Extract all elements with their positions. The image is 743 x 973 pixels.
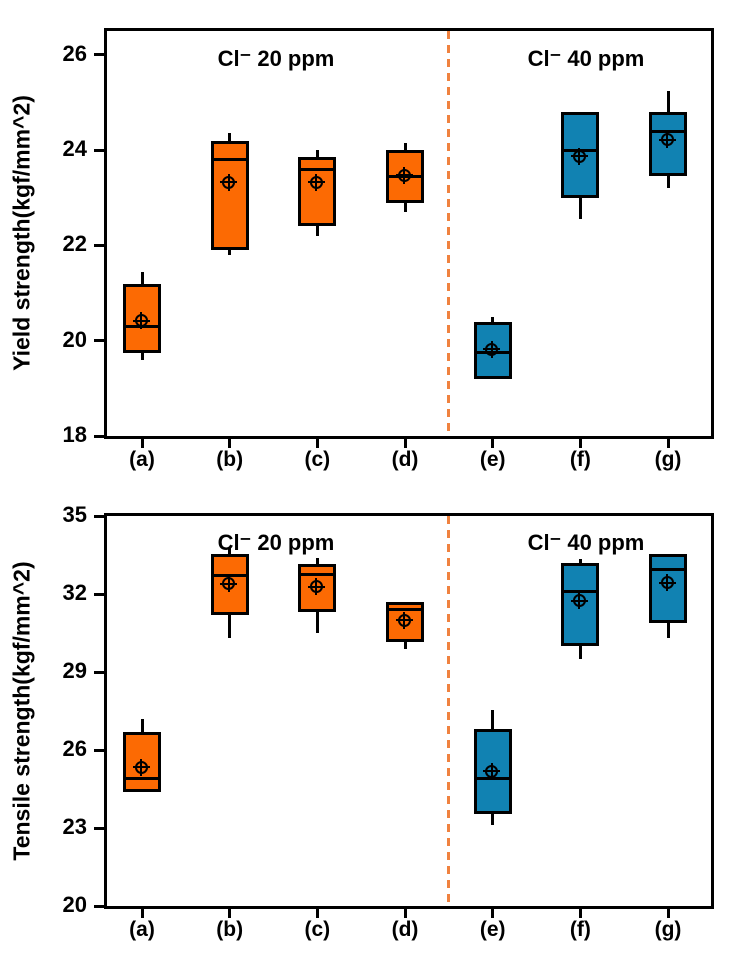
annotation-cl20-tensile: Cl⁻ 20 ppm — [217, 530, 335, 555]
mean-marker — [570, 592, 588, 610]
x-tick-mark — [491, 439, 495, 448]
y-tick-label: 18 — [62, 421, 87, 447]
mean-marker — [395, 166, 413, 184]
mean-marker — [658, 574, 676, 592]
box-f — [561, 562, 600, 646]
y-tick-mark — [94, 748, 104, 752]
x-tick-mark — [403, 909, 407, 918]
y-tick-label: 26 — [62, 40, 87, 66]
x-tick-label: (b) — [216, 918, 244, 941]
y-tick-mark — [94, 53, 104, 57]
x-tick-mark — [228, 439, 232, 448]
y-tick-mark — [94, 592, 104, 596]
x-tick-label: (g) — [654, 448, 682, 471]
x-tick-label: (d) — [391, 918, 419, 941]
x-tick-label: (a) — [129, 448, 155, 471]
x-tick-label: (e) — [479, 448, 506, 471]
x-tick-mark — [578, 909, 582, 918]
y-tick-mark — [94, 243, 104, 247]
mean-marker — [132, 758, 150, 776]
x-tick-label: (f) — [569, 448, 591, 471]
y-tick-label: 20 — [62, 891, 87, 917]
x-tick-mark — [666, 909, 670, 918]
group-separator-line — [447, 516, 451, 906]
y-tick-label: 26 — [62, 735, 87, 761]
median-line — [473, 777, 512, 781]
median-line — [298, 167, 337, 171]
y-tick-label: 20 — [62, 326, 87, 352]
median-line — [386, 608, 424, 612]
y-tick-mark — [94, 148, 104, 152]
mean-marker — [483, 340, 501, 358]
x-tick-label: (d) — [391, 448, 419, 471]
mean-marker — [220, 575, 238, 593]
annotation-cl20-yield: Cl⁻ 20 ppm — [217, 46, 335, 71]
box-g — [649, 553, 687, 623]
median-line — [298, 573, 337, 576]
y-tick-mark — [94, 826, 104, 830]
mean-marker — [570, 147, 588, 165]
box-b — [210, 140, 249, 251]
y-tick-label: 23 — [62, 813, 87, 839]
mean-marker — [220, 173, 238, 191]
x-tick-label: (e) — [479, 918, 506, 941]
tensile-plot-area — [104, 513, 714, 909]
median-line — [561, 589, 600, 593]
y-tick-mark — [94, 670, 104, 674]
x-tick-label: (b) — [216, 448, 244, 471]
median-line — [210, 574, 249, 578]
median-line — [123, 777, 161, 781]
y-tick-label: 35 — [62, 501, 87, 527]
median-line — [649, 567, 687, 571]
x-tick-label: (f) — [569, 918, 591, 941]
y-tick-mark — [94, 434, 104, 438]
annotation-cl40-yield: Cl⁻ 40 ppm — [527, 46, 645, 71]
x-tick-mark — [140, 439, 144, 448]
x-tick-mark — [140, 909, 144, 918]
mean-marker — [658, 131, 676, 149]
median-line — [649, 129, 687, 133]
y-tick-label: 29 — [62, 657, 87, 683]
x-tick-mark — [491, 909, 495, 918]
y-tick-mark — [94, 904, 104, 908]
x-tick-label: (c) — [304, 918, 331, 941]
x-tick-label: (c) — [304, 448, 331, 471]
x-tick-label: (a) — [129, 918, 155, 941]
x-tick-mark — [228, 909, 232, 918]
box-a — [123, 283, 161, 353]
mean-marker — [307, 173, 325, 191]
mean-marker — [395, 611, 413, 629]
x-tick-mark — [666, 439, 670, 448]
y-tick-label: 22 — [62, 231, 87, 257]
mean-marker — [483, 762, 501, 780]
x-tick-mark — [315, 439, 319, 448]
x-tick-label: (g) — [654, 918, 682, 941]
y-tick-label: 24 — [62, 136, 87, 162]
x-tick-mark — [403, 439, 407, 448]
mean-marker — [132, 312, 150, 330]
mean-marker — [307, 578, 325, 595]
median-line — [210, 158, 249, 162]
annotation-cl40-tensile: Cl⁻ 40 ppm — [527, 530, 645, 555]
yield-plot-area — [104, 28, 714, 439]
x-tick-mark — [578, 439, 582, 448]
x-tick-mark — [315, 909, 319, 918]
group-separator-line — [447, 31, 451, 436]
y-tick-mark — [94, 339, 104, 343]
y-tick-label: 32 — [62, 579, 87, 605]
y-tick-mark — [94, 514, 104, 518]
